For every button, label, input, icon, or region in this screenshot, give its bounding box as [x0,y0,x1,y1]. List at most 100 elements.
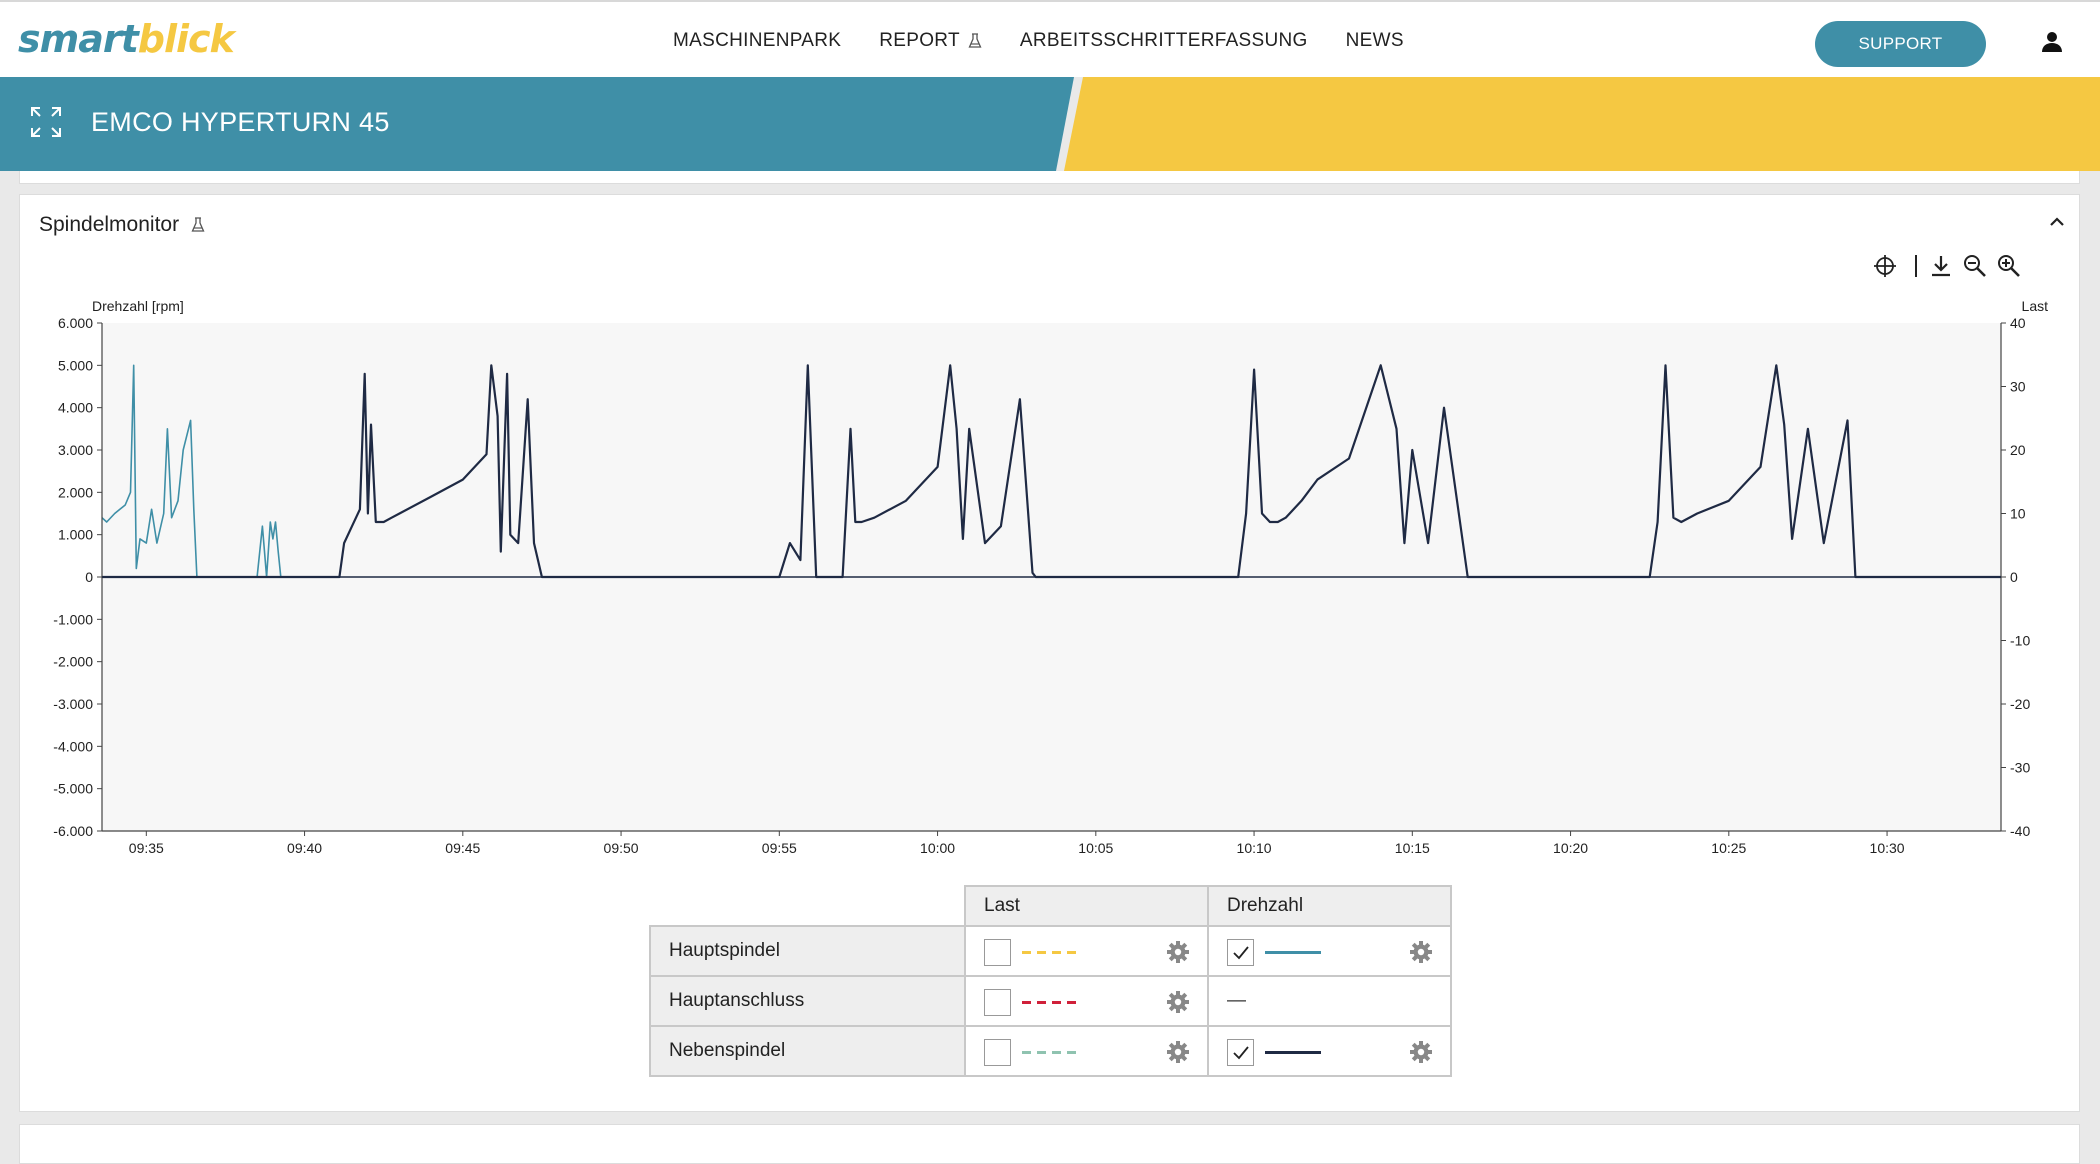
y2-tick-label: -40 [2010,823,2030,839]
nav-item-news[interactable]: NEWS [1346,30,1404,52]
machine-banner: EMCO HYPERTURN 45 [0,77,2100,171]
table-row: Hauptanschluss — [649,975,1452,1027]
x-tick-label: 09:55 [762,840,797,855]
checkbox-last-nebenspindel[interactable] [984,1039,1011,1066]
x-tick-label: 09:50 [604,840,639,855]
y-tick-label: -1.000 [53,611,93,627]
nav-item-label: REPORT [879,29,960,51]
y2-tick-label: 30 [2010,379,2026,395]
y-tick-label: 5.000 [58,357,93,373]
y-tick-label: 3.000 [58,442,93,458]
drehzahl-unavailable: — [1227,990,1246,1011]
last-swatch-hauptanschluss [1022,1001,1078,1004]
download-icon[interactable] [1928,253,1954,279]
nav-item-label: MASCHINENPARK [673,29,842,51]
y-tick-label: -2.000 [53,654,93,670]
last-swatch-nebenspindel [1022,1051,1078,1054]
toolbar-divider [1915,255,1917,277]
y-tick-label: -3.000 [53,696,93,712]
y-tick-label: 4.000 [58,400,93,416]
table-row: Nebenspindel [649,1025,1452,1077]
cell-drehzahl-hauptspindel [1207,925,1452,977]
logo-text-part1: smart [18,17,139,61]
column-header-drehzahl: Drehzahl [1207,885,1452,927]
x-tick-label: 10:00 [920,840,955,855]
row-label-hauptanschluss: Hauptanschluss [649,975,966,1027]
row-label-hauptspindel: Hauptspindel [649,925,966,977]
x-tick-label: 10:05 [1078,840,1113,855]
nav-item-report[interactable]: REPORT [879,30,982,52]
gear-icon[interactable] [1409,1040,1433,1064]
x-tick-label: 09:35 [129,840,164,855]
y-tick-label: -5.000 [53,781,93,797]
gear-icon[interactable] [1409,940,1433,964]
checkbox-drehzahl-hauptspindel[interactable] [1227,939,1254,966]
previous-panel-edge [19,171,2080,184]
series-legend-table: Last Drehzahl Hauptspindel Hauptanschlus… [649,885,1452,1077]
x-tick-label: 10:30 [1870,840,1905,855]
top-navigation-bar: smart blick MASCHINENPARK REPORT ARBEITSS… [0,0,2100,77]
nav-item-label: ARBEITSSCHRITTERFASSUNG [1019,29,1308,51]
panel-title-text: Spindelmonitor [39,213,180,236]
x-tick-label: 09:40 [287,840,322,855]
drehzahl-swatch-hauptspindel [1265,951,1321,954]
cell-drehzahl-hauptanschluss: — [1207,975,1452,1027]
cell-last-hauptanschluss [964,975,1209,1027]
next-panel-edge [19,1124,2080,1164]
zoom-in-icon[interactable] [1996,253,2022,279]
y-tick-label: 0 [85,569,93,585]
checkbox-drehzahl-nebenspindel[interactable] [1227,1039,1254,1066]
checkmark-icon [1233,1046,1249,1060]
expand-icon[interactable] [30,106,62,138]
checkbox-last-hauptanschluss[interactable] [984,989,1011,1016]
cell-last-nebenspindel [964,1025,1209,1077]
crosshair-icon[interactable] [1872,253,1898,279]
y2-tick-label: 20 [2010,442,2026,458]
x-tick-label: 10:10 [1237,840,1272,855]
smartblick-logo[interactable]: smart blick [18,16,235,62]
y2-tick-label: -10 [2010,633,2030,649]
x-tick-label: 09:45 [445,840,480,855]
y2-tick-label: 10 [2010,506,2026,522]
table-corner [650,886,966,927]
x-tick-label: 10:20 [1553,840,1588,855]
x-tick-label: 10:15 [1395,840,1430,855]
x-tick-label: 10:25 [1711,840,1746,855]
y-tick-label: 6.000 [58,315,93,331]
machine-title: EMCO HYPERTURN 45 [91,107,390,137]
y2-tick-label: 40 [2010,315,2026,331]
logo-text-part2: blick [137,17,235,61]
column-header-last: Last [964,885,1209,927]
checkmark-icon [1233,946,1249,960]
y-tick-label: -6.000 [53,823,93,839]
table-row: Hauptspindel [649,925,1452,977]
gear-icon[interactable] [1166,990,1190,1014]
nav-item-arbeitsschritterfassung[interactable]: ARBEITSSCHRITTERFASSUNG [1020,30,1308,52]
y-tick-label: 1.000 [58,527,93,543]
banner-background [0,77,2100,171]
y-tick-label: 2.000 [58,484,93,500]
row-label-nebenspindel: Nebenspindel [649,1025,966,1077]
flask-icon [191,217,205,232]
chevron-up-icon[interactable] [2046,211,2068,233]
nav-item-maschinenpark[interactable]: MASCHINENPARK [673,30,841,52]
support-button[interactable]: SUPPORT [1815,21,1986,67]
y2-axis-label: Last [2022,298,2049,314]
drehzahl-swatch-nebenspindel [1265,1051,1321,1054]
spindelmonitor-panel: Spindelmonitor 6.000 5.000 4.000 3.000 2.000… [19,194,2080,1112]
user-icon[interactable] [2040,30,2064,54]
flask-icon [968,32,982,48]
panel-title: Spindelmonitor [39,213,205,237]
y2-tick-label: 0 [2010,569,2018,585]
gear-icon[interactable] [1166,1040,1190,1064]
cell-drehzahl-nebenspindel [1207,1025,1452,1077]
spindle-chart[interactable]: 6.000 5.000 4.000 3.000 2.000 1.000 0 -1.000 -2.… [20,195,2081,855]
y2-tick-label: -20 [2010,696,2030,712]
series-line-nebenspindel [102,364,2001,579]
last-swatch-hauptspindel [1022,951,1078,954]
checkbox-last-hauptspindel[interactable] [984,939,1011,966]
zoom-out-icon[interactable] [1962,253,1988,279]
y-tick-label: -4.000 [53,738,93,754]
gear-icon[interactable] [1166,940,1190,964]
main-nav: MASCHINENPARK REPORT ARBEITSSCHRITTERFAS… [673,2,1442,79]
